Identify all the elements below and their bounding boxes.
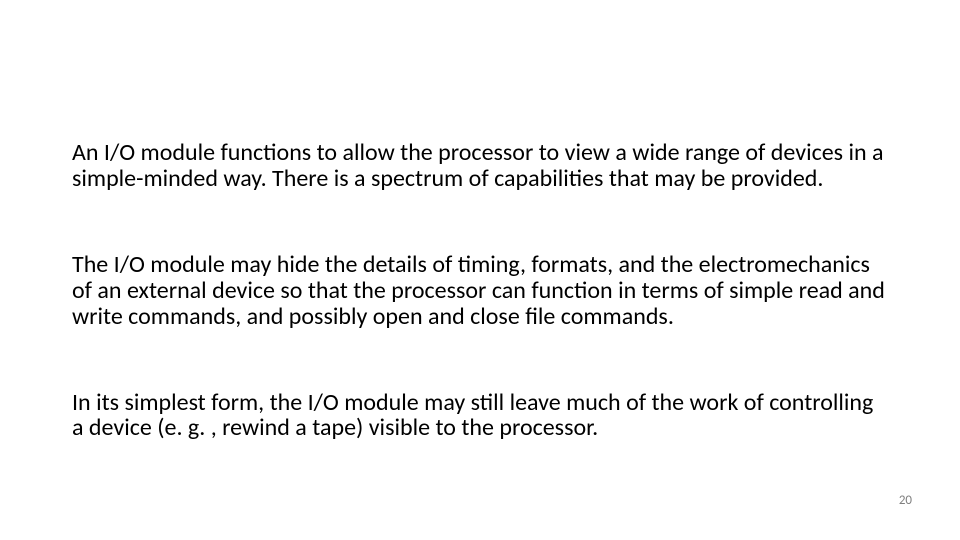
paragraph-2: The I/O module may hide the details of t…	[72, 252, 888, 330]
paragraph-3: In its simplest form, the I/O module may…	[72, 390, 888, 442]
page-number: 20	[899, 493, 912, 508]
paragraph-1: An I/O module functions to allow the pro…	[72, 140, 888, 192]
slide: An I/O module functions to allow the pro…	[0, 0, 960, 540]
